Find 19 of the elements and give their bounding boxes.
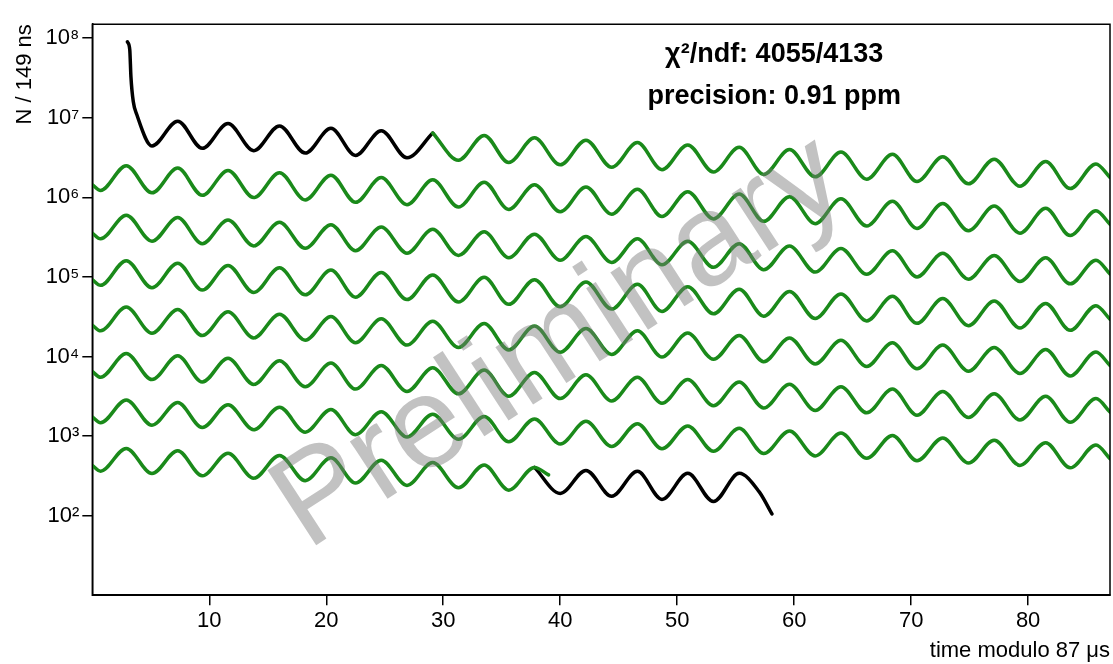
x-tick-label: 50 [664,607,690,633]
annotation: χ²/ndf: 4055/4133 [665,37,884,68]
x-tick-label: 40 [547,607,573,633]
y-tick-label: 10⁶ [45,183,80,209]
x-tick-label: 70 [898,607,924,633]
y-tick-label: 10⁵ [45,262,80,288]
x-tick-label: 30 [431,607,456,633]
x-tick-label: 10 [197,607,222,633]
x-axis-title: time modulo 87 μs [929,636,1110,662]
y-tick-label: 10⁷ [46,103,80,129]
y-tick-label: 10² [47,501,80,527]
y-tick-label: 10⁴ [45,342,80,368]
y-axis-title: N / 149 ns [11,24,37,125]
y-tick-label: 10⁸ [45,24,80,50]
x-tick-label: 20 [314,607,339,633]
y-tick-label: 10³ [47,422,80,448]
x-tick-label: 80 [1015,607,1041,633]
x-tick-label: 60 [781,607,807,633]
annotation: precision: 0.91 ppm [647,79,901,110]
